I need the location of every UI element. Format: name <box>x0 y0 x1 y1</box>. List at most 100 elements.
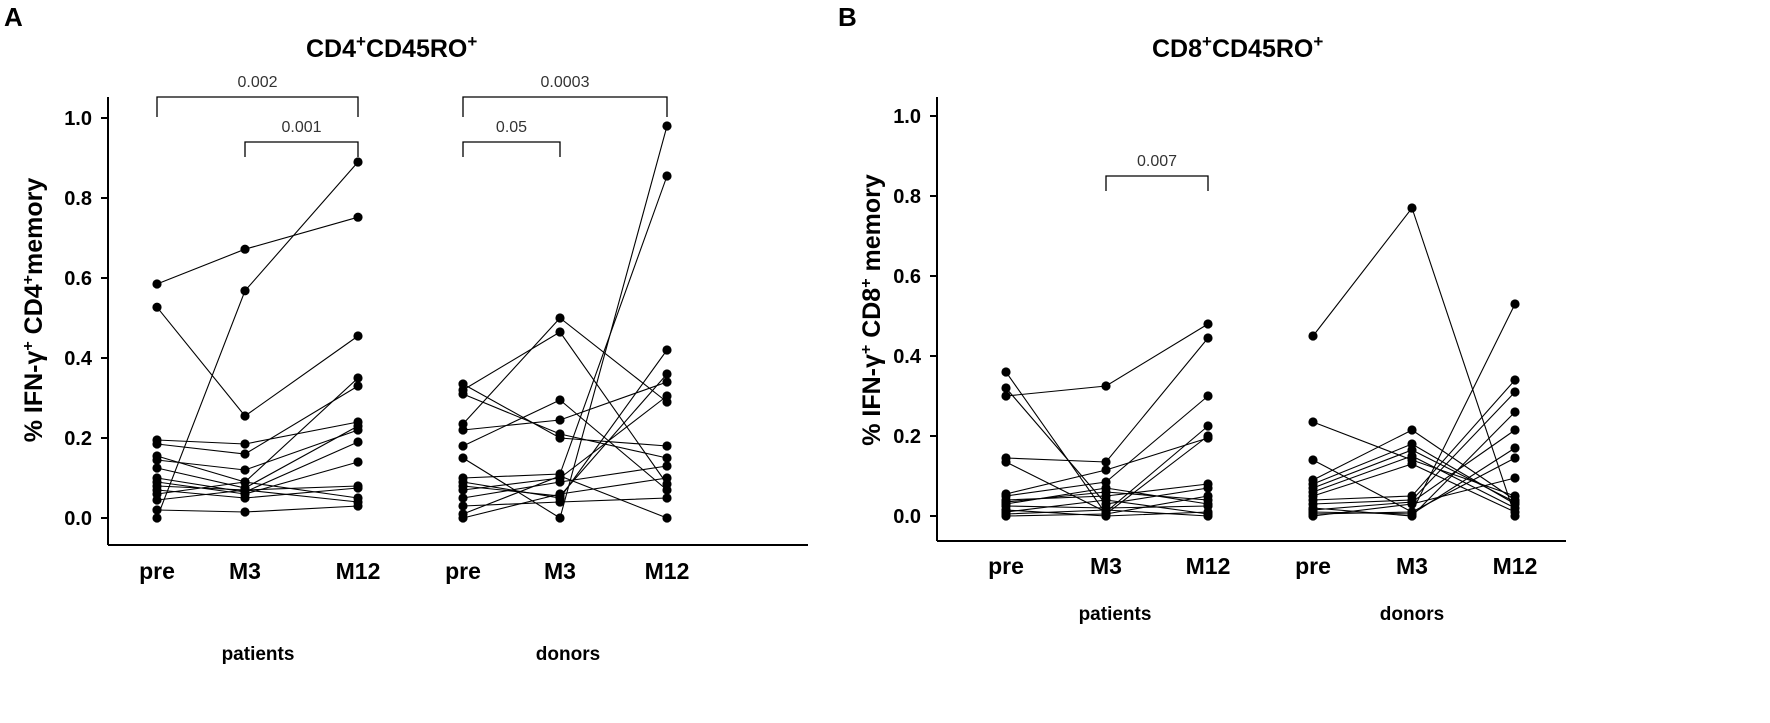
panel-a-significance-bracket <box>156 96 359 117</box>
panel-a-letter: A <box>4 2 23 32</box>
panel-a-patients-subject-line <box>156 216 359 285</box>
panel-a-y-axis-label: % IFN-γ+ CD4+memory <box>20 178 48 443</box>
panel-a-patients-data-point <box>353 157 363 167</box>
panel-b-donors-subject-line <box>1312 206 1516 517</box>
panel-a-donors-data-point <box>555 471 565 481</box>
panel-b-y-axis-label: % IFN-γ+ CD8+ memory <box>858 174 886 446</box>
panel-a-category-label: M12 <box>645 558 690 584</box>
panel-b-patients-data-point <box>1101 381 1111 391</box>
panel-a-patients-subject-line <box>156 385 359 455</box>
panel-a-donors-subject-line <box>462 381 668 431</box>
panel-a-donors-data-point <box>458 493 468 503</box>
panel-a-donors-data-point <box>662 121 672 131</box>
panel-a-donors-data-point <box>458 501 468 511</box>
panel-b-patients-data-point <box>1101 465 1111 475</box>
panel-a-patients-data-point <box>152 505 162 515</box>
panel-a-patients-data-point <box>240 477 250 487</box>
panel-b-y-tick-label: 0.6 <box>893 266 921 288</box>
panel-a-donors-data-point <box>458 513 468 523</box>
panel-b-y-tick-label: 0.8 <box>893 186 921 208</box>
panel-a-patients-data-point <box>240 493 250 503</box>
panel-a-patients-data-point <box>240 411 250 421</box>
panel-a-patients-subject-line <box>156 489 359 503</box>
panel-a-patients-data-point <box>353 212 363 222</box>
panel-b-y-tick-label: 0.2 <box>893 426 921 448</box>
panel-a-y-tick-label: 0.8 <box>64 188 92 210</box>
panel-b-patients-data-point <box>1001 383 1011 393</box>
panel-a-patients-data-point <box>152 279 162 289</box>
panel-b-p-value-label: 0.007 <box>1137 153 1177 170</box>
panel-a-p-value-label: 0.0003 <box>541 74 590 91</box>
panel-b-donors-data-point <box>1510 387 1520 397</box>
panel-a-donors-data-point <box>662 473 672 483</box>
panel-a-patients-data-point <box>353 421 363 431</box>
panel-b-donors-data-point <box>1407 425 1417 435</box>
panel-a-donors-data-point <box>555 395 565 405</box>
panel-a-patients-data-point <box>152 455 162 465</box>
panel-b-patients-data-point <box>1001 391 1011 401</box>
panel-b-patients-subject-line <box>1005 337 1209 463</box>
panel-a-donors-data-point <box>555 489 565 499</box>
panel-b-patients-data-point <box>1203 391 1213 401</box>
panel-a-patients-data-point <box>240 507 250 517</box>
panel-b-patients-data-point <box>1001 511 1011 521</box>
panel-a-donors-data-point <box>662 171 672 181</box>
panel-b-patients-data-point <box>1101 483 1111 493</box>
panel-b-letter: B <box>838 2 857 32</box>
panel-a-donors-data-point <box>555 415 565 425</box>
panel-a-patients-data-point <box>353 373 363 383</box>
panel-b-patients-data-point <box>1001 457 1011 467</box>
panel-a-y-tick-label: 0.4 <box>64 348 93 370</box>
panel-b-patients-data-point <box>1203 433 1213 443</box>
panel-a-plot: 0.0 0.2 0.4 0.6 0.8 1.0 pre M3 M12 pre M3 M12 patien… <box>64 74 808 665</box>
panel-b-category-label: M12 <box>1493 553 1538 579</box>
panel-b-y-tick-label: 0.4 <box>893 346 922 368</box>
panel-a-donors-data-point <box>662 345 672 355</box>
panel-a-donors-subject-line <box>462 175 668 479</box>
panel-b-donors-data-point <box>1308 331 1318 341</box>
panel-a-patients-data-point <box>240 439 250 449</box>
panel-b-y-tick-label: 0.0 <box>893 506 921 528</box>
panel-b-donors-data-point <box>1510 375 1520 385</box>
panel-b-group-label-patients: patients <box>1079 604 1152 625</box>
panel-b-category-label: pre <box>988 553 1024 579</box>
panel-a-p-value-label: 0.05 <box>496 119 527 136</box>
panel-a-category-label: M12 <box>336 558 381 584</box>
panel-a-donors-data-point <box>555 327 565 337</box>
panel-a-patients-subject-line <box>156 306 359 417</box>
panel-a-patients-data-point <box>240 485 250 495</box>
panel-b-patients-data-point <box>1203 491 1213 501</box>
panel-b-category-label: M3 <box>1090 553 1122 579</box>
panel-b-donors-data-point <box>1510 443 1520 453</box>
panel-a-patients-subject-line <box>156 441 359 493</box>
panel-b-category-label: M3 <box>1396 553 1428 579</box>
panel-a-patients-data-point <box>353 483 363 493</box>
panel-b-plot: 0.0 0.2 0.4 0.6 0.8 1.0 pre M3 M12 pre M3 M12 patien… <box>893 97 1566 625</box>
panel-a-patients-data-point <box>240 465 250 475</box>
panel-a-donors-data-point <box>662 485 672 495</box>
panel-a-p-value-label: 0.002 <box>237 74 277 91</box>
panel-b-donors-data-point <box>1510 453 1520 463</box>
panel-b-patients-data-point <box>1203 333 1213 343</box>
panel-a-donors-data-point <box>458 389 468 399</box>
panel-a-category-label: pre <box>139 558 175 584</box>
panel-b-y-tick-label: 1.0 <box>893 106 921 128</box>
panel-b-patients-data-point <box>1101 509 1111 519</box>
panel-b-category-label: pre <box>1295 553 1331 579</box>
panel-b-donors-data-point <box>1407 451 1417 461</box>
panel-a-donors-data-point <box>458 453 468 463</box>
panel-b-donors-data-point <box>1308 511 1318 521</box>
panel-b-donors-data-point <box>1308 417 1318 427</box>
panel-a-patients-data-point <box>353 501 363 511</box>
panel-b-donors-data-point <box>1308 455 1318 465</box>
panel-a-donors-data-point <box>662 493 672 503</box>
panel-b-patients-data-point <box>1203 421 1213 431</box>
panel-b-donors-data-point <box>1510 407 1520 417</box>
panel-a-patients-data-point <box>152 513 162 523</box>
panel-a-y-tick-label: 0.2 <box>64 428 92 450</box>
panel-b-patients-data-point <box>1203 319 1213 329</box>
panel-a-donors-data-point <box>662 391 672 401</box>
panel-a-group-label-donors: donors <box>536 644 600 665</box>
panel-a-patients-data-point <box>152 302 162 312</box>
